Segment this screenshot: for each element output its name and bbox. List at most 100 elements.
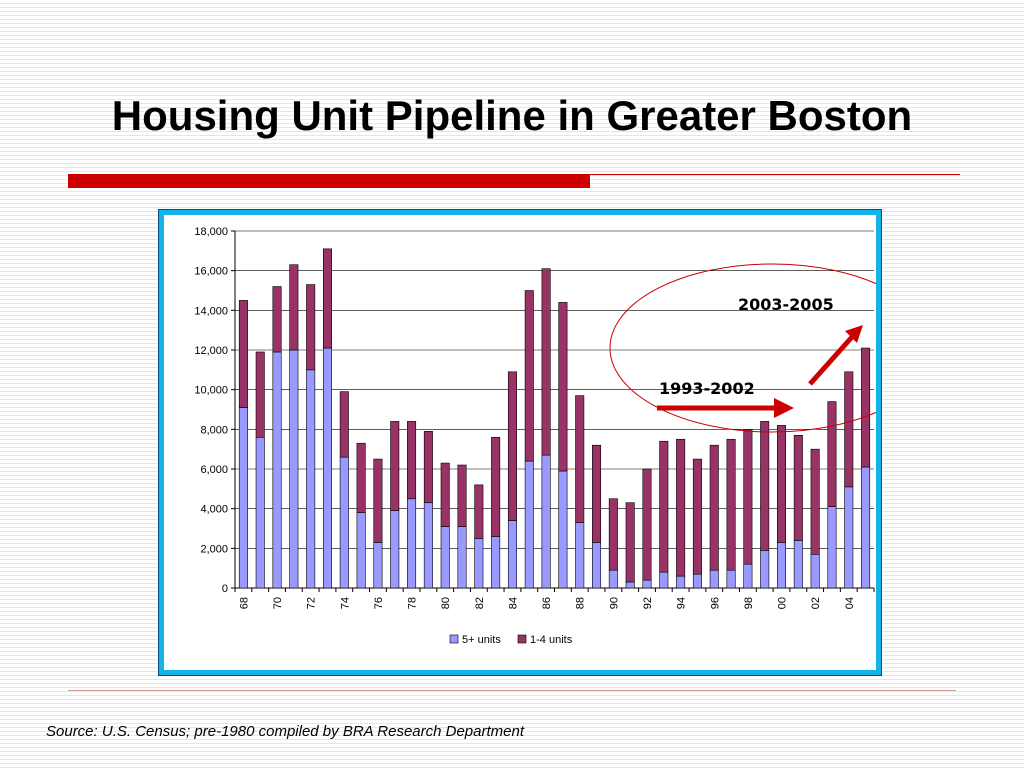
- title-underline-bar: [68, 174, 590, 188]
- bar-1to4-units: [592, 444, 602, 543]
- bar-5plus-units: [457, 526, 467, 589]
- legend-swatch-1to4: [517, 634, 527, 644]
- bar-1to4-units: [457, 464, 467, 527]
- bar-1to4-units: [423, 431, 433, 504]
- annotation-2003-2005: 2003-2005: [738, 295, 834, 314]
- bar-5plus-units: [692, 573, 702, 589]
- highlight-ellipse: [609, 263, 876, 433]
- arrow-right-head: [774, 398, 794, 418]
- x-tick-label: 68: [238, 597, 250, 609]
- legend-label-5plus: 5+ units: [462, 634, 501, 646]
- x-tick-label: 98: [743, 597, 755, 609]
- bar-1to4-units: [491, 436, 501, 537]
- bar-5plus-units: [440, 526, 450, 589]
- bar-5plus-units: [726, 569, 736, 589]
- bar-5plus-units: [423, 502, 433, 589]
- bar-1to4-units: [322, 248, 332, 349]
- bar-5plus-units: [642, 579, 652, 589]
- chart-frame: 0 2,000 4,000 6,000 8,000 10,000 12,000 14,000 1…: [158, 209, 882, 676]
- x-tick-label: 80: [440, 597, 452, 609]
- y-tick-label: 14,000: [194, 305, 228, 317]
- arrow-up-head: [845, 325, 863, 343]
- bar-5plus-units: [793, 540, 803, 589]
- y-tick-label: 12,000: [194, 345, 228, 357]
- x-tick-label: 00: [777, 597, 789, 609]
- bar-5plus-units: [760, 550, 770, 589]
- bar-5plus-units: [810, 553, 820, 589]
- bar-5plus-units: [407, 498, 417, 589]
- bar-1to4-units: [827, 401, 837, 507]
- bar-5plus-units: [777, 542, 787, 589]
- bar-5plus-units: [608, 569, 618, 589]
- title-underline-line: [590, 174, 960, 175]
- bar-5plus-units: [844, 486, 854, 589]
- bar-5plus-units: [558, 470, 568, 589]
- slide-title: Housing Unit Pipeline in Greater Boston: [111, 92, 913, 139]
- bar-5plus-units: [289, 349, 299, 589]
- x-tick-label: 96: [709, 597, 721, 609]
- bar-1to4-units: [844, 371, 854, 488]
- bar-5plus-units: [541, 454, 551, 589]
- footer-divider: [68, 690, 956, 691]
- y-tick-label: 10,000: [194, 385, 228, 397]
- x-tick-label: 02: [810, 597, 822, 609]
- bar-5plus-units: [709, 569, 719, 589]
- bar-5plus-units: [474, 538, 484, 589]
- x-tick-label: 78: [407, 597, 419, 609]
- bar-5plus-units: [592, 542, 602, 589]
- bar-1to4-units: [289, 264, 299, 351]
- bar-1to4-units: [339, 391, 349, 458]
- bar-1to4-units: [777, 425, 787, 543]
- bar-5plus-units: [676, 575, 686, 589]
- y-tick-label: 2,000: [200, 543, 228, 555]
- arrow-up-shaft: [808, 335, 854, 386]
- bar-1to4-units: [608, 498, 618, 571]
- bar-1to4-units: [625, 502, 635, 583]
- bar-5plus-units: [507, 520, 517, 589]
- bar-1to4-units: [272, 286, 282, 353]
- bar-5plus-units: [491, 536, 501, 589]
- bar-1to4-units: [692, 458, 702, 575]
- x-tick-label: 92: [642, 597, 654, 609]
- bar-1to4-units: [524, 290, 534, 462]
- x-tick-label: 76: [373, 597, 385, 609]
- bar-1to4-units: [793, 434, 803, 541]
- bar-5plus-units: [827, 506, 837, 589]
- bar-1to4-units: [810, 448, 820, 555]
- bar-1to4-units: [255, 351, 265, 438]
- bar-1to4-units: [575, 395, 585, 523]
- x-tick-label: 70: [272, 597, 284, 609]
- bar-5plus-units: [272, 351, 282, 589]
- bar-1to4-units: [356, 442, 366, 513]
- y-tick-label: 18,000: [194, 226, 228, 238]
- bar-5plus-units: [659, 571, 669, 589]
- bar-5plus-units: [306, 369, 316, 589]
- bar-1to4-units: [238, 300, 248, 408]
- bar-1to4-units: [861, 347, 871, 468]
- y-tick-label: 8,000: [200, 424, 228, 436]
- bar-5plus-units: [356, 512, 366, 589]
- bar-1to4-units: [474, 484, 484, 539]
- annotation-1993-2002: 1993-2002: [659, 379, 755, 398]
- x-tick-label: 86: [541, 597, 553, 609]
- x-tick-label: 72: [306, 597, 318, 609]
- bar-5plus-units: [575, 522, 585, 589]
- x-tick-label: 74: [339, 597, 351, 609]
- bar-5plus-units: [625, 581, 635, 589]
- bar-5plus-units: [524, 460, 534, 589]
- bar-1to4-units: [541, 268, 551, 456]
- bar-1to4-units: [558, 302, 568, 472]
- x-tick-label: 88: [575, 597, 587, 609]
- source-note: Source: U.S. Census; pre-1980 compiled b…: [46, 723, 525, 740]
- bar-5plus-units: [339, 456, 349, 589]
- bar-5plus-units: [743, 563, 753, 589]
- bar-5plus-units: [238, 407, 248, 589]
- bar-1to4-units: [709, 444, 719, 571]
- y-tick-label: 6,000: [200, 464, 228, 476]
- x-tick-label: 90: [608, 597, 620, 609]
- bar-1to4-units: [659, 440, 669, 573]
- bar-5plus-units: [861, 466, 871, 589]
- bar-1to4-units: [760, 421, 770, 551]
- bar-1to4-units: [390, 421, 400, 511]
- y-tick-label: 16,000: [194, 266, 228, 278]
